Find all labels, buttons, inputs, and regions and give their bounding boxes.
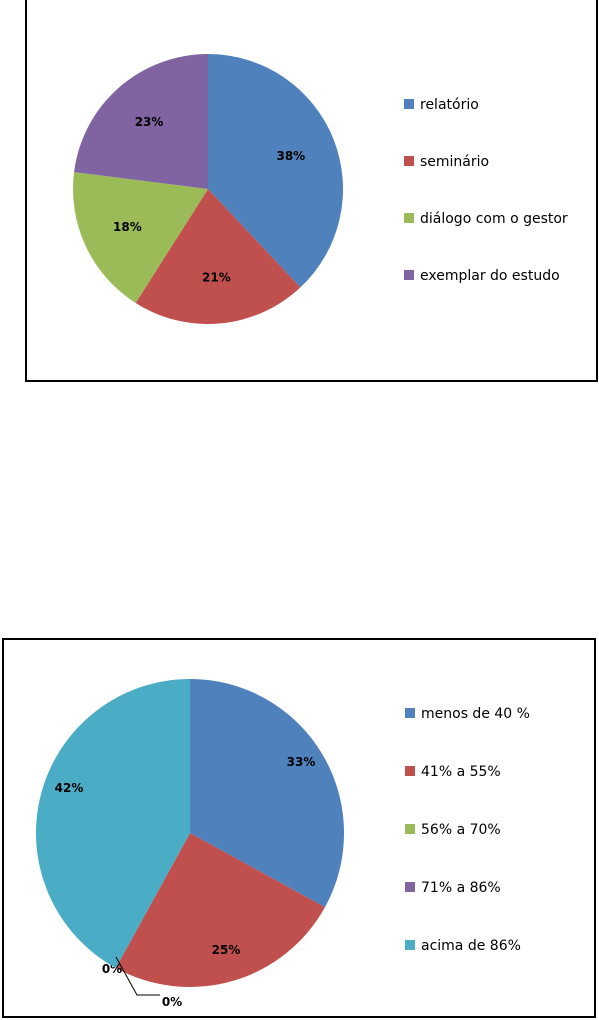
pie-slice-acima-de-86 bbox=[35, 679, 190, 968]
pie-chart-2-svg: 33%25%0%0%42%menos de 40 %41% a 55%56% a… bbox=[35, 679, 530, 1009]
legend-label-menos-de-40: menos de 40 % bbox=[421, 706, 530, 722]
data-label-acima-de-86: 42% bbox=[55, 781, 84, 795]
data-label-di-logo-com-o-gestor: 18% bbox=[113, 220, 142, 234]
legend-label-acima-de-86: acima de 86% bbox=[421, 938, 521, 954]
legend-swatch-semin-rio bbox=[404, 156, 414, 166]
data-label-relat-rio: 38% bbox=[276, 149, 305, 163]
leader-line-1 bbox=[115, 956, 160, 996]
legend-swatch-menos-de-40 bbox=[405, 708, 415, 718]
legend-swatch-acima-de-86 bbox=[405, 940, 415, 950]
pie-slice-di-logo-com-o-gestor bbox=[73, 172, 208, 303]
data-label-71-a-86: 0% bbox=[162, 995, 182, 1009]
legend-label-semin-rio: seminário bbox=[420, 154, 489, 170]
legend-label-relat-rio: relatório bbox=[420, 97, 479, 113]
pie-slice-semin-rio bbox=[135, 189, 301, 324]
data-label-41-a-55: 25% bbox=[212, 943, 241, 957]
legend-swatch-relat-rio bbox=[404, 99, 414, 109]
legend-swatch-56-a-70 bbox=[405, 824, 415, 834]
legend-label-di-logo-com-o-gestor: diálogo com o gestor bbox=[420, 211, 568, 227]
pie-chart-2: 33% 25% 0% 0% 42% menos de 40 % 41% a 55% 56% a… bbox=[2, 638, 596, 1018]
data-label-exemplar-do-estudo: 23% bbox=[135, 115, 164, 129]
legend-label-41-a-55: 41% a 55% bbox=[421, 764, 501, 780]
legend-swatch-exemplar-do-estudo bbox=[404, 270, 414, 280]
legend-swatch-71-a-86 bbox=[405, 882, 415, 892]
pie-slice-relat-rio bbox=[208, 54, 343, 288]
pie-chart-1: 38% 21% 18% 23% relatório seminário diálogo co… bbox=[25, 0, 598, 382]
pie-slice-exemplar-do-estudo bbox=[74, 54, 208, 189]
legend-label-71-a-86: 71% a 86% bbox=[421, 880, 501, 896]
pie-chart-1-svg: 38% 21% 18% 23% relatório seminário diálogo co… bbox=[73, 54, 568, 324]
pie-slice-41-a-55 bbox=[115, 833, 325, 987]
legend-label-56-a-70: 56% a 70% bbox=[421, 822, 501, 838]
legend-swatch-di-logo-com-o-gestor bbox=[404, 213, 414, 223]
legend-swatch-41-a-55 bbox=[405, 766, 415, 776]
data-label-menos-de-40: 33% bbox=[287, 755, 316, 769]
data-label-semin-rio: 21% bbox=[202, 271, 231, 285]
legend-label-exemplar-do-estudo: exemplar do estudo bbox=[420, 268, 560, 284]
pie-slice-menos-de-40 bbox=[190, 679, 344, 908]
